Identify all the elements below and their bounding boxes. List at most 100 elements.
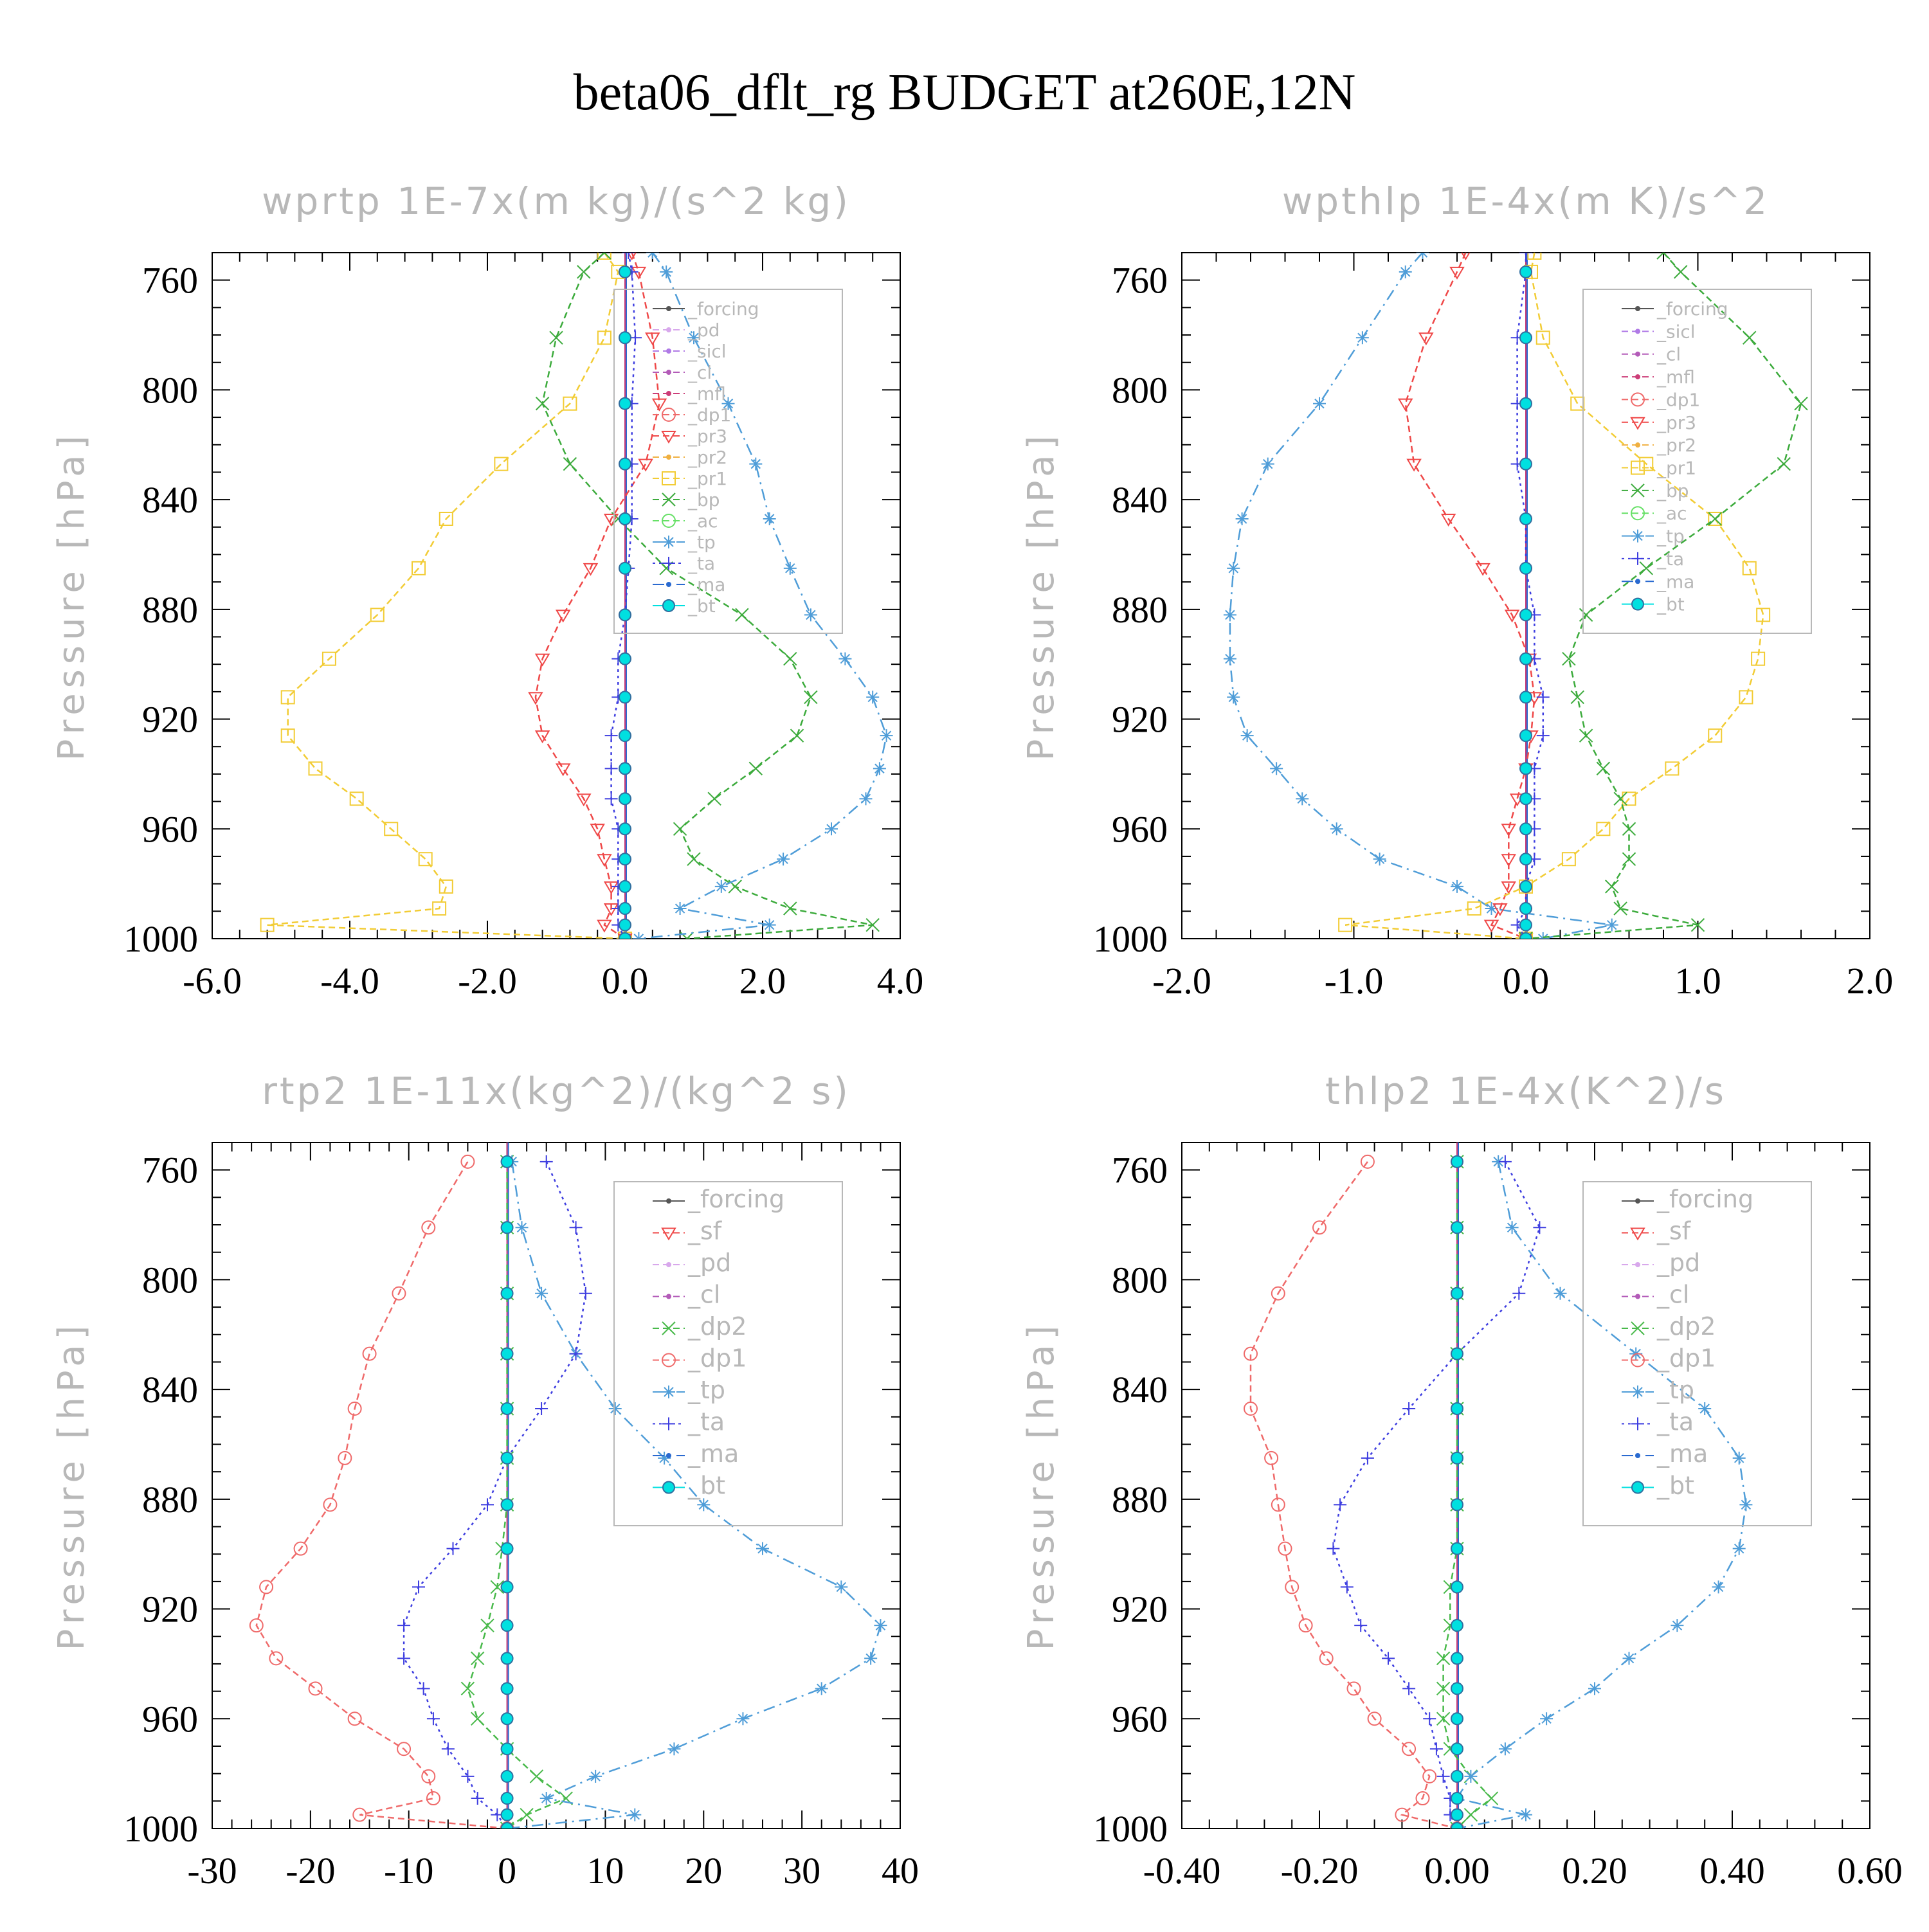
marker-_ta <box>471 1792 484 1805</box>
y-tick-label: 840 <box>1112 479 1168 521</box>
marker-_dp1 <box>426 1791 440 1806</box>
marker-_tp <box>825 822 838 836</box>
marker-_ta <box>1354 1619 1368 1632</box>
marker-_pd <box>1635 1262 1640 1267</box>
legend-entry-_cl: _cl <box>653 1281 720 1309</box>
marker-_pr1 <box>439 511 453 526</box>
marker-_dp1 <box>259 1580 274 1594</box>
marker-_tp <box>1498 1742 1512 1756</box>
marker-_pr3 <box>1483 919 1499 933</box>
marker-_sf <box>661 1227 676 1241</box>
x-tick-label: 40 <box>882 1850 919 1891</box>
marker-_bt <box>1451 1580 1463 1594</box>
marker-_tp <box>1631 1386 1644 1398</box>
marker-_bt <box>1451 1542 1463 1555</box>
marker-_pr3 <box>1440 513 1456 527</box>
marker-_ta <box>622 253 635 259</box>
y-axis-label: Pressure [hPa] <box>51 1321 93 1651</box>
y-tick-label: 920 <box>142 1589 198 1630</box>
marker-_dp1 <box>249 1618 264 1633</box>
legend-label: _mfl <box>1656 366 1695 388</box>
marker-_bp <box>687 852 701 866</box>
x-tick-label: -30 <box>187 1850 237 1891</box>
legend-entry-_bt: _bt <box>653 1472 725 1500</box>
marker-_dp1 <box>362 1346 377 1361</box>
marker-_ta <box>1631 552 1644 565</box>
marker-_ta <box>569 1221 583 1234</box>
marker-_forcing <box>1635 306 1640 311</box>
marker-_tp <box>1223 652 1236 665</box>
marker-_pr1 <box>597 330 611 345</box>
y-tick-label: 920 <box>1112 1589 1168 1630</box>
marker-_bp <box>1579 728 1593 743</box>
marker-_dp1 <box>662 1353 676 1368</box>
marker-_pr1 <box>1561 852 1576 867</box>
marker-_tp <box>1355 331 1369 345</box>
series-line-_pr3 <box>534 253 660 939</box>
plot-frame <box>1181 1142 1870 1829</box>
legend-entry-_pr1: _pr1 <box>1622 458 1696 479</box>
marker-_bt <box>1519 512 1532 525</box>
marker-_dp1 <box>421 1220 436 1235</box>
marker-_tp <box>662 1386 675 1398</box>
marker-_tp <box>697 1498 711 1512</box>
marker-_bt <box>619 512 631 525</box>
marker-_dp1 <box>293 1541 308 1556</box>
marker-_bp <box>735 608 749 622</box>
marker-_cl <box>666 1294 671 1299</box>
marker-_ta <box>1436 1769 1450 1783</box>
series-line-_dp1 <box>255 1161 507 1828</box>
marker-_bt <box>500 1742 514 1756</box>
marker-_pr3 <box>534 653 550 667</box>
marker-_pr3 <box>1630 417 1645 430</box>
series-markers-_pr3 <box>528 253 667 939</box>
legend-entry-_ta: _ta <box>1622 1408 1694 1436</box>
marker-_ta <box>1512 1286 1526 1300</box>
legend-entry-_dp1: _dp1 <box>653 404 731 426</box>
marker-_dp1 <box>1244 1401 1258 1416</box>
marker-_ta <box>417 1682 430 1695</box>
marker-_bt <box>500 1498 514 1512</box>
marker-_pr1 <box>662 471 676 485</box>
legend-label: _dp1 <box>687 1344 747 1373</box>
legend-label: _ma <box>1656 1440 1708 1468</box>
marker-_bt <box>500 1769 514 1783</box>
legend-label: _bt <box>1656 594 1685 615</box>
plot-frame <box>212 1142 901 1829</box>
y-tick-label: 880 <box>142 1479 198 1521</box>
marker-_dp1 <box>323 1497 338 1512</box>
marker-_dp1 <box>1285 1580 1300 1594</box>
marker-_bt <box>1519 932 1532 939</box>
marker-_dp1 <box>347 1711 362 1726</box>
marker-_ta <box>1382 1652 1395 1665</box>
legend-entry-_ta: _ta <box>653 1408 725 1436</box>
marker-_ta <box>1334 1498 1347 1512</box>
marker-_bt <box>1451 1347 1463 1360</box>
panel-title: thlp2 1E-4x(K^2)/s <box>1325 1069 1726 1113</box>
legend-entry-_forcing: _forcing <box>1622 298 1728 320</box>
series-line-_tp <box>1456 1161 1747 1828</box>
legend-label: _pr1 <box>687 468 727 489</box>
legend-label: _sicl <box>1656 321 1696 342</box>
legend-entry-_cl: _cl <box>653 362 712 383</box>
marker-_bt <box>619 729 631 743</box>
marker-_bt <box>1451 1652 1463 1665</box>
marker-_bp <box>1674 265 1688 279</box>
marker-_tp <box>628 1808 642 1821</box>
series-markers-_tp <box>1451 1155 1753 1828</box>
marker-_sf <box>1630 1227 1645 1241</box>
series-markers-_bt <box>1519 265 1532 939</box>
panel-title: wpthlp 1E-4x(m K)/s^2 <box>1282 179 1770 223</box>
marker-_ta <box>1402 1682 1416 1695</box>
legend-label: _mfl <box>687 383 726 404</box>
plot-area <box>260 253 893 939</box>
legend-entry-_forcing: _forcing <box>653 1185 784 1213</box>
marker-_tp <box>1540 1712 1553 1726</box>
x-tick-label: -20 <box>285 1850 335 1891</box>
marker-_bt <box>619 918 631 932</box>
marker-_tp <box>1588 1682 1601 1695</box>
marker-_tp <box>1519 1808 1532 1821</box>
marker-_forcing <box>1635 1198 1640 1204</box>
marker-_ma <box>1635 1453 1640 1458</box>
marker-_dp1 <box>1312 1220 1327 1235</box>
